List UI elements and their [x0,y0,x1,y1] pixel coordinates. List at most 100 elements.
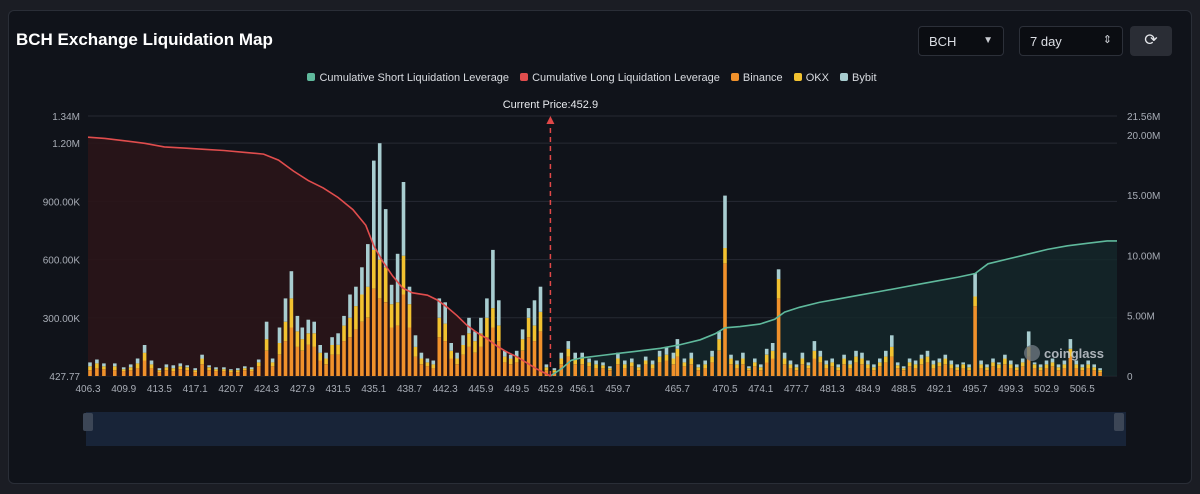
bar-bybit [372,160,376,250]
bar-okx [1056,367,1061,371]
bar-okx [443,323,447,342]
y-right-tick-label: 20.00M [1127,131,1160,142]
bar-binance [526,337,531,376]
bar-okx [295,331,300,347]
legend-item-short[interactable]: Cumulative Short Liquidation Leverage [307,72,509,84]
bar-bybit [895,362,900,366]
bar-bybit [1086,360,1090,365]
legend-item-long[interactable]: Cumulative Long Liquidation Leverage [520,72,720,84]
bar-bybit [431,360,436,365]
drag-handle-icon[interactable] [83,413,93,431]
bar-bybit [377,143,382,260]
bar-okx [931,364,936,369]
bar-binance [443,341,447,376]
bar-bybit [467,317,471,334]
bar-okx [164,367,169,371]
bar-bybit [866,360,870,365]
bar-bybit [508,354,513,359]
drag-handle-icon[interactable] [1114,413,1124,431]
bar-binance [961,368,965,376]
bar-binance [623,368,627,376]
bar-binance [449,358,453,376]
bar-bybit [503,350,507,357]
bar-binance [113,370,117,376]
bar-binance [413,356,418,376]
bar-okx [919,358,924,365]
bar-okx [594,364,598,369]
bar-okx [985,367,989,371]
bar-okx [788,364,793,369]
bar-bybit [532,300,537,326]
current-price-label: Current Price:452.9 [503,99,598,111]
coin-select[interactable]: BCH ▼ [918,26,1004,56]
coinglass-logo-icon [1024,345,1040,361]
bar-binance [485,337,489,376]
bar-bybit [479,317,483,334]
up-down-icon: ⇕ [1102,34,1112,46]
bar-binance [770,358,775,376]
bar-okx [664,354,669,361]
bar-bybit [587,358,591,363]
legend-swatch [840,73,849,81]
bar-okx [532,325,537,342]
bar-bybit [222,367,226,370]
bar-binance [925,362,930,376]
bar-okx [360,294,364,322]
x-tick-label: 417.1 [183,384,208,395]
bar-binance [171,371,176,376]
bar-okx [812,350,817,359]
bar-okx [214,369,218,372]
bar-bybit [389,284,394,305]
page-title: BCH Exchange Liquidation Map [16,30,273,49]
range-slider[interactable] [86,412,1126,446]
bar-bybit [1092,364,1096,368]
legend-item-bybit[interactable]: Bybit [840,72,877,84]
bar-bybit [580,352,584,359]
bar-okx [479,333,483,347]
y-right-tick-label: 10.00M [1127,251,1160,262]
bar-binance [532,341,537,376]
bar-bybit [890,335,894,347]
bar-okx [949,364,954,369]
bar-bybit [623,360,627,365]
bar-binance [759,370,763,376]
bar-bybit [806,362,811,366]
bar-bybit [461,335,465,345]
refresh-icon: ⟳ [1144,32,1158,49]
bar-binance [243,370,247,376]
legend-item-binance[interactable]: Binance [730,72,783,84]
bar-binance [1074,368,1079,376]
bar-okx [1086,364,1090,369]
bar-okx [544,367,549,371]
bar-bybit [824,360,829,365]
bar-bybit [395,253,400,303]
period-select[interactable]: 7 day ⇕ [1019,26,1123,56]
bar-binance [229,372,233,376]
bar-okx [961,364,965,369]
bar-bybit [306,319,311,334]
bar-bybit [842,354,846,359]
bar-binance [128,370,133,376]
bar-binance [354,329,358,376]
bar-okx [735,364,739,369]
refresh-button[interactable]: ⟳ [1130,26,1172,56]
bar-okx [229,370,233,373]
watermark: coinglass [1044,346,1104,361]
bar-bybit [919,354,924,359]
long-cumulative-line [87,136,551,377]
legend-item-okx[interactable]: OKX [793,72,829,84]
x-tick-label: 449.5 [504,384,529,395]
bar-okx [884,356,888,363]
bar-okx [806,365,811,369]
bar-bybit [794,364,799,368]
bar-okx [200,358,204,365]
bar-okx [1044,364,1049,369]
bar-binance [747,370,751,376]
bar-binance [193,372,197,376]
current-price-marker: Current Price:452.9 [503,99,598,376]
bar-okx [753,362,757,367]
bar-bybit [200,354,204,359]
x-tick-label: 409.9 [111,384,136,395]
bar-bybit [735,360,739,365]
bar-binance [377,298,382,376]
